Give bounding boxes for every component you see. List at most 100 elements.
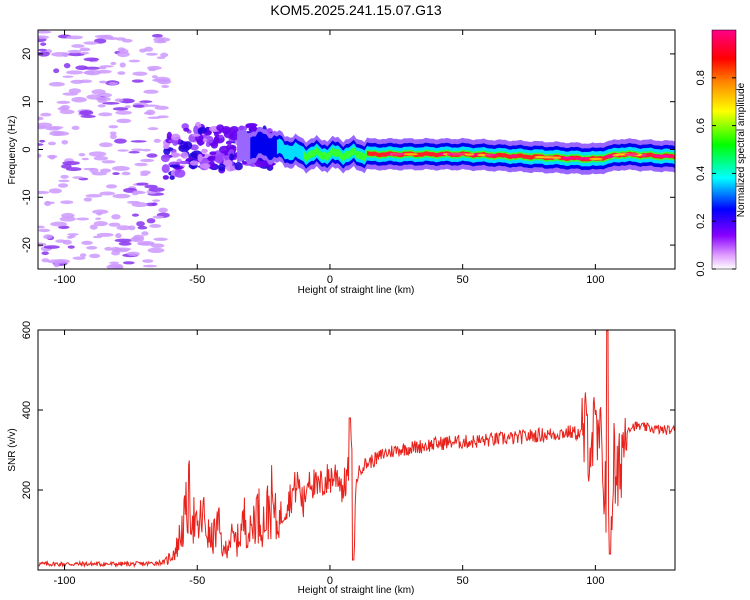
spectrogram-ridge-highlight (446, 153, 454, 156)
spectrogram-noise-blob (139, 173, 149, 177)
spectrogram-turbulence-blob (197, 153, 203, 162)
spectrogram-turbulence-blob (218, 145, 230, 154)
spectrogram-noise-blob (134, 162, 148, 167)
snr-x-tick-label: -50 (189, 575, 205, 587)
spectrogram-noise-blob (147, 247, 165, 254)
spectrogram-noise-blob (60, 164, 72, 169)
spectrogram-noise-blob (67, 245, 75, 249)
snr-y-tick-label: 200 (21, 481, 33, 499)
spectrogram-noise-blob (117, 71, 126, 75)
spectrogram-noise-blob (78, 152, 86, 157)
spectrogram-noise-blob (61, 139, 69, 145)
spectrogram-noise-blob (136, 182, 149, 186)
spectrogram-noise-blob (140, 170, 151, 175)
spectrogram-noise-blob (118, 241, 132, 246)
spectrogram-noise-blob (111, 214, 121, 220)
spectrogram-noise-blob (151, 75, 158, 79)
spectrogram-noise-blob (71, 44, 85, 48)
spectrogram-noise-blob (53, 68, 60, 74)
spectrogram-ridge-highlight (560, 156, 571, 160)
spectrogram-noise-blob (48, 125, 64, 130)
spectrogram-ridge-highlight (449, 153, 466, 156)
spectrogram-noise-blob (59, 109, 75, 115)
spectrogram-noise-blob (128, 225, 136, 231)
spectrogram-noise-blob (62, 161, 80, 166)
spectrogram-turbulence-blob (234, 162, 243, 171)
spectrogram-noise-blob (81, 240, 93, 246)
spectrogram-turbulence-blob (225, 165, 235, 172)
spectrogram-turbulence-blob (207, 157, 215, 162)
spectrogram-noise-blob (83, 197, 93, 202)
spectrogram-noise-blob (152, 78, 163, 82)
spectrogram-noise-blob (131, 79, 144, 83)
spectrogram-turbulence-blob (172, 153, 181, 157)
spectrogram-noise-blob (147, 116, 162, 120)
spectrogram-turbulence-blob (190, 144, 199, 151)
spectrogram-noise-blob (115, 37, 127, 41)
spectrogram-noise-blob (81, 157, 89, 161)
spectrogram-noise-blob (48, 155, 56, 160)
spectrogram-noise-blob (98, 112, 113, 117)
spectrogram-noise-blob (142, 259, 154, 263)
spectrogram-noise-blob (62, 52, 69, 58)
spectrogram-noise-blob (116, 51, 130, 58)
spectrogram-noise-blob (85, 194, 103, 198)
spectrogram-turbulence-blob (183, 127, 190, 132)
spectrogram-noise-blob (38, 116, 44, 121)
spectrogram-noise-blob (63, 63, 71, 69)
spectrogram-noise-blob (43, 245, 60, 249)
snr-x-tick-label: -100 (54, 575, 76, 587)
spectrogram-noise-blob (141, 148, 151, 152)
spectrogram-y-tick-label: 10 (21, 96, 33, 108)
spectrogram-noise-blob (60, 200, 74, 205)
spectrogram-turbulence-blob (189, 160, 199, 166)
spectrogram-x-tick-label: -50 (189, 274, 205, 286)
spectrogram-noise-blob (108, 125, 119, 129)
spectrogram-noise-blob (79, 253, 87, 258)
spectrogram-x-axis-label: Height of straight line (km) (298, 285, 415, 296)
spectrogram-noise-blob (143, 89, 159, 94)
spectrogram-noise-blob (105, 184, 118, 189)
spectrogram-noise-blob (148, 187, 165, 192)
spectrogram-noise-blob (114, 138, 127, 144)
spectrogram-ridge-highlight (509, 154, 517, 158)
spectrogram-noise-blob (115, 110, 132, 115)
spectrogram-noise-blob (43, 234, 53, 240)
spectrogram-noise-blob (146, 218, 156, 224)
spectrogram-noise-blob (48, 188, 62, 194)
spectrogram-noise-blob (66, 35, 83, 40)
spectrogram-turbulence-blob (170, 133, 181, 141)
spectrogram-noise-blob (151, 33, 163, 38)
spectrogram-turbulence-blob (179, 160, 190, 165)
spectrogram-noise-blob (152, 199, 161, 202)
spectrogram-marks (38, 30, 675, 269)
spectrogram-noise-blob (83, 57, 99, 62)
spectrogram-x-tick-label: 50 (457, 274, 469, 286)
spectrogram-noise-blob (89, 224, 98, 230)
spectrogram-noise-blob (146, 153, 158, 158)
spectrogram-turbulence-blob (216, 124, 225, 132)
spectrogram-x-ticks: -100 -50 0 50 100 (54, 30, 605, 286)
spectrogram-ridge-highlight (574, 157, 591, 160)
spectrogram-noise-blob (56, 100, 71, 104)
spectrogram-noise-blob (48, 141, 57, 146)
spectrogram-noise-blob (161, 85, 170, 88)
spectrogram-noise-blob (76, 217, 90, 221)
spectrogram-noise-blob (38, 228, 51, 233)
spectrogram-ridge-highlight (464, 153, 475, 156)
spectrogram-noise-blob (119, 62, 126, 68)
snr-y-tick-label: 400 (21, 401, 33, 419)
spectrogram-ridge-highlight (624, 153, 639, 156)
spectrogram-noise-blob (38, 30, 52, 34)
spectrogram-turbulence-blob (218, 134, 224, 139)
colorbar-ticks: 0.0 0.2 0.4 0.6 0.8 (695, 70, 736, 277)
snr-series-line (38, 330, 675, 569)
spectrogram-noise-blob (124, 105, 131, 109)
spectrogram-turbulence-blob (160, 154, 170, 163)
spectrogram-noise-blob (128, 150, 140, 154)
spectrogram-noise-blob (130, 140, 147, 143)
spectrogram-noise-blob (141, 231, 149, 236)
spectrogram-noise-blob (111, 250, 121, 256)
